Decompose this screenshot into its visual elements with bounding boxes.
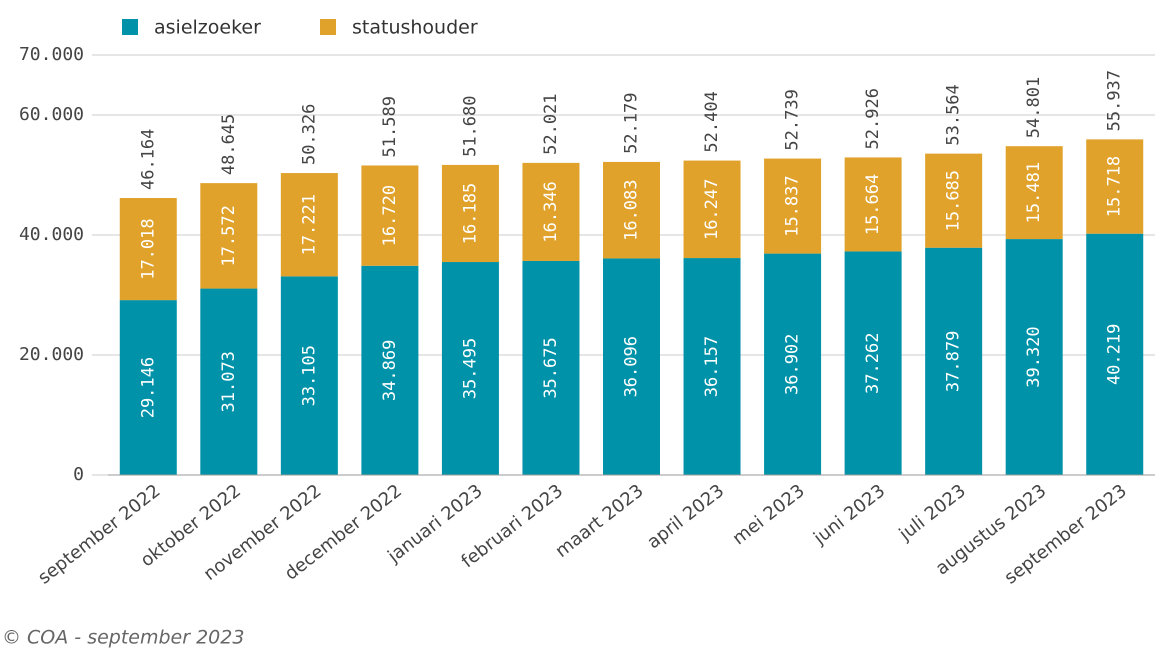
segment-label: 37.262 [863, 333, 883, 394]
bar-segment [764, 253, 822, 475]
legend-label: asielzoeker [154, 17, 261, 39]
bar-segment [1005, 146, 1063, 240]
bar-segment [119, 198, 177, 301]
x-tick-label: april 2023 [643, 480, 728, 553]
legend-label: statushouder [352, 17, 478, 39]
segment-label: 29.146 [138, 357, 158, 418]
bar-segment [522, 260, 580, 475]
segment-label: 39.320 [1024, 326, 1044, 387]
bar-segment [764, 158, 822, 254]
bar-segment [361, 265, 419, 475]
bar-segment [844, 157, 902, 252]
bar-segment [925, 153, 983, 248]
segment-label: 36.096 [622, 336, 642, 397]
bar-segment [603, 258, 660, 475]
total-label: 46.164 [138, 129, 158, 190]
bar-segment [1086, 139, 1144, 234]
bar-segment [844, 251, 902, 475]
bar-segment [603, 161, 660, 259]
segment-label: 16.720 [380, 185, 400, 246]
legend-swatch [122, 19, 138, 35]
total-label: 52.926 [863, 88, 883, 149]
segment-label: 16.083 [622, 179, 642, 240]
total-label: 52.021 [541, 93, 561, 154]
y-tick-label: 70.000 [19, 44, 84, 65]
total-label: 52.179 [622, 93, 642, 154]
segment-label: 15.481 [1024, 162, 1044, 223]
bar-segment [441, 164, 499, 263]
segment-label: 34.869 [380, 340, 400, 401]
total-label: 48.645 [219, 114, 239, 175]
segment-label: 31.073 [219, 351, 239, 412]
segment-label: 15.664 [863, 174, 883, 235]
y-tick-label: 0 [73, 464, 84, 485]
segment-label: 15.685 [944, 170, 964, 231]
segment-label: 17.221 [299, 194, 319, 255]
segment-label: 15.837 [783, 175, 803, 236]
bar-segment [925, 247, 983, 475]
bar-segment [683, 160, 741, 259]
segment-label: 17.572 [219, 205, 239, 266]
y-tick-label: 20.000 [19, 344, 84, 365]
segment-label: 35.495 [460, 338, 480, 399]
x-tick-label: mei 2023 [729, 480, 809, 549]
bar-segment [1005, 239, 1063, 475]
bar-segment [441, 262, 499, 475]
total-label: 51.680 [460, 95, 480, 156]
total-label: 50.326 [299, 104, 319, 165]
segment-label: 16.185 [460, 183, 480, 244]
x-tick-label: maart 2023 [552, 480, 648, 562]
x-tick-label: juli 2023 [895, 480, 970, 545]
segment-label: 36.157 [702, 336, 722, 397]
bar-segment [522, 162, 580, 261]
segment-label: 40.219 [1105, 324, 1125, 385]
total-label: 54.801 [1024, 77, 1044, 138]
bar-segment [200, 183, 258, 289]
bar-segment [361, 165, 419, 266]
bar-segment [119, 300, 177, 475]
x-tick-label: juni 2023 [809, 480, 889, 549]
bar-segment [280, 173, 338, 277]
source-note: © COA - september 2023 [2, 627, 244, 649]
segment-label: 15.718 [1105, 156, 1125, 217]
total-label: 53.564 [944, 84, 964, 145]
total-label: 55.937 [1105, 70, 1125, 131]
legend-swatch [320, 19, 336, 35]
total-label: 52.739 [783, 89, 803, 150]
total-label: 52.404 [702, 91, 722, 152]
bar-segment [683, 258, 741, 475]
segment-label: 37.879 [944, 331, 964, 392]
total-label: 51.589 [380, 96, 400, 157]
y-tick-label: 60.000 [19, 104, 84, 125]
segment-label: 35.675 [541, 337, 561, 398]
segment-label: 16.247 [702, 179, 722, 240]
segment-label: 16.346 [541, 181, 561, 242]
bar-segment [200, 288, 258, 475]
x-tick-label: september 2022 [34, 480, 164, 588]
bar-segment [280, 276, 338, 475]
bar-segment [1086, 233, 1144, 475]
segment-label: 33.105 [299, 345, 319, 406]
segment-label: 17.018 [138, 218, 158, 279]
y-tick-label: 40.000 [19, 224, 84, 245]
segment-label: 36.902 [783, 334, 803, 395]
